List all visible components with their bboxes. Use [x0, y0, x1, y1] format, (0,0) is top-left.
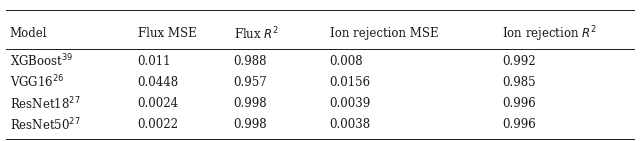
- Text: 0.998: 0.998: [234, 118, 268, 131]
- Text: XGBoost$^{39}$: XGBoost$^{39}$: [10, 53, 73, 70]
- Text: 0.957: 0.957: [234, 76, 268, 89]
- Text: 0.0039: 0.0039: [330, 97, 371, 110]
- Text: 0.0024: 0.0024: [138, 97, 179, 110]
- Text: Model: Model: [10, 27, 47, 40]
- Text: ResNet50$^{27}$: ResNet50$^{27}$: [10, 116, 80, 133]
- Text: Ion rejection $R^2$: Ion rejection $R^2$: [502, 24, 598, 44]
- Text: 0.0022: 0.0022: [138, 118, 179, 131]
- Text: 0.988: 0.988: [234, 55, 267, 68]
- Text: Flux $R^2$: Flux $R^2$: [234, 26, 279, 42]
- Text: VGG16$^{26}$: VGG16$^{26}$: [10, 74, 64, 91]
- Text: 0.0038: 0.0038: [330, 118, 371, 131]
- Text: Ion rejection MSE: Ion rejection MSE: [330, 27, 438, 40]
- Text: 0.011: 0.011: [138, 55, 171, 68]
- Text: ResNet18$^{27}$: ResNet18$^{27}$: [10, 95, 80, 112]
- Text: 0.0156: 0.0156: [330, 76, 371, 89]
- Text: 0.0448: 0.0448: [138, 76, 179, 89]
- Text: 0.996: 0.996: [502, 118, 536, 131]
- Text: 0.992: 0.992: [502, 55, 536, 68]
- Text: 0.996: 0.996: [502, 97, 536, 110]
- Text: 0.008: 0.008: [330, 55, 364, 68]
- Text: Flux MSE: Flux MSE: [138, 27, 196, 40]
- Text: 0.998: 0.998: [234, 97, 268, 110]
- Text: 0.985: 0.985: [502, 76, 536, 89]
